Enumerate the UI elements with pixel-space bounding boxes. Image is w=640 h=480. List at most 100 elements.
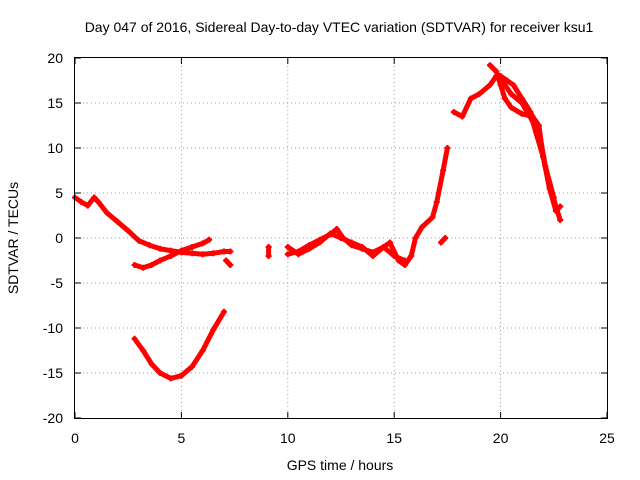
x-tick-label: 10 [280,430,296,446]
data-point [510,82,517,88]
data-point [486,82,493,88]
data-point [189,250,196,257]
data-point [157,245,164,252]
data-point [199,251,206,258]
data-point [265,253,272,259]
x-tick-label: 5 [178,430,186,446]
series-arc-11 [497,73,557,201]
data-point [391,253,398,259]
data-point [493,68,500,75]
y-tick-label: 10 [47,140,63,156]
data-point [369,253,376,259]
data-point [386,239,393,246]
x-tick-label: 0 [71,430,79,446]
data-point [535,127,542,133]
data-point [140,347,147,354]
chart-title: Day 047 of 2016, Sidereal Day-to-day VTE… [85,19,594,35]
data-series [72,62,564,382]
data-point [442,235,449,241]
data-point [210,250,217,257]
data-point [125,227,132,234]
data-point [210,326,217,333]
series-arc-7 [284,230,408,264]
data-point [178,247,185,254]
data-point [408,253,415,259]
data-point [103,209,110,216]
data-point [167,253,174,259]
data-point [95,199,102,205]
data-point [167,247,174,254]
data-point [518,110,525,117]
data-point [178,372,185,379]
data-point [497,73,504,79]
data-point [220,248,227,255]
data-point [78,199,85,205]
data-point [440,167,447,174]
grid-lines [75,58,607,418]
data-point [476,91,483,97]
data-point [450,109,457,115]
data-point [459,113,466,120]
data-point [333,226,340,232]
y-tick-label: -15 [43,365,63,381]
data-point [503,77,510,84]
data-point [418,224,425,231]
data-point [550,194,557,201]
data-point [131,262,138,268]
data-point [131,335,138,342]
y-tick-label: -10 [43,320,63,336]
data-point [486,62,493,69]
data-point [135,237,142,244]
data-point [438,239,445,246]
data-point [91,194,98,201]
data-point [338,235,344,241]
y-tick-label: -5 [51,275,64,291]
data-point [223,257,230,264]
data-point [348,239,355,246]
series-arc-2 [131,236,213,271]
data-point [316,239,323,246]
data-point [199,347,206,354]
data-point [206,236,213,243]
axis-ticks: 0 5 10 15 20 25 -20 -15 -10 -5 0 5 10 15 20 [43,50,615,446]
data-point [148,361,155,367]
data-point [433,199,440,205]
data-point [412,235,419,241]
series-arc-1 [72,194,234,258]
data-point [227,262,234,268]
series-arc-8 [438,235,449,246]
data-point [497,82,504,88]
data-point [306,245,313,252]
data-point [284,244,291,250]
data-point [518,95,525,102]
series-arc-4 [223,257,234,268]
data-point [265,244,272,250]
data-point [148,262,155,268]
data-point [557,203,564,210]
data-point [199,240,206,247]
y-tick-label: 0 [55,230,63,246]
data-point [508,104,515,111]
y-tick-label: 15 [47,95,63,111]
data-point [327,230,334,237]
data-point [284,251,291,258]
series-arc-5 [265,244,272,259]
data-point [527,109,534,115]
series-line [132,309,227,381]
data-point [542,163,549,169]
x-tick-label: 15 [386,430,402,446]
data-point [189,363,196,370]
data-point [114,218,121,225]
data-point [189,244,196,250]
data-point [429,214,436,221]
data-point [557,217,564,223]
y-axis-label: SDTVAR / TECUs [5,182,21,294]
y-tick-label: -20 [43,410,63,426]
x-tick-label: 20 [493,430,509,446]
data-point [380,244,387,250]
data-point [140,264,147,271]
data-point [167,375,174,382]
data-point [444,145,451,151]
plot-frame [74,57,608,419]
